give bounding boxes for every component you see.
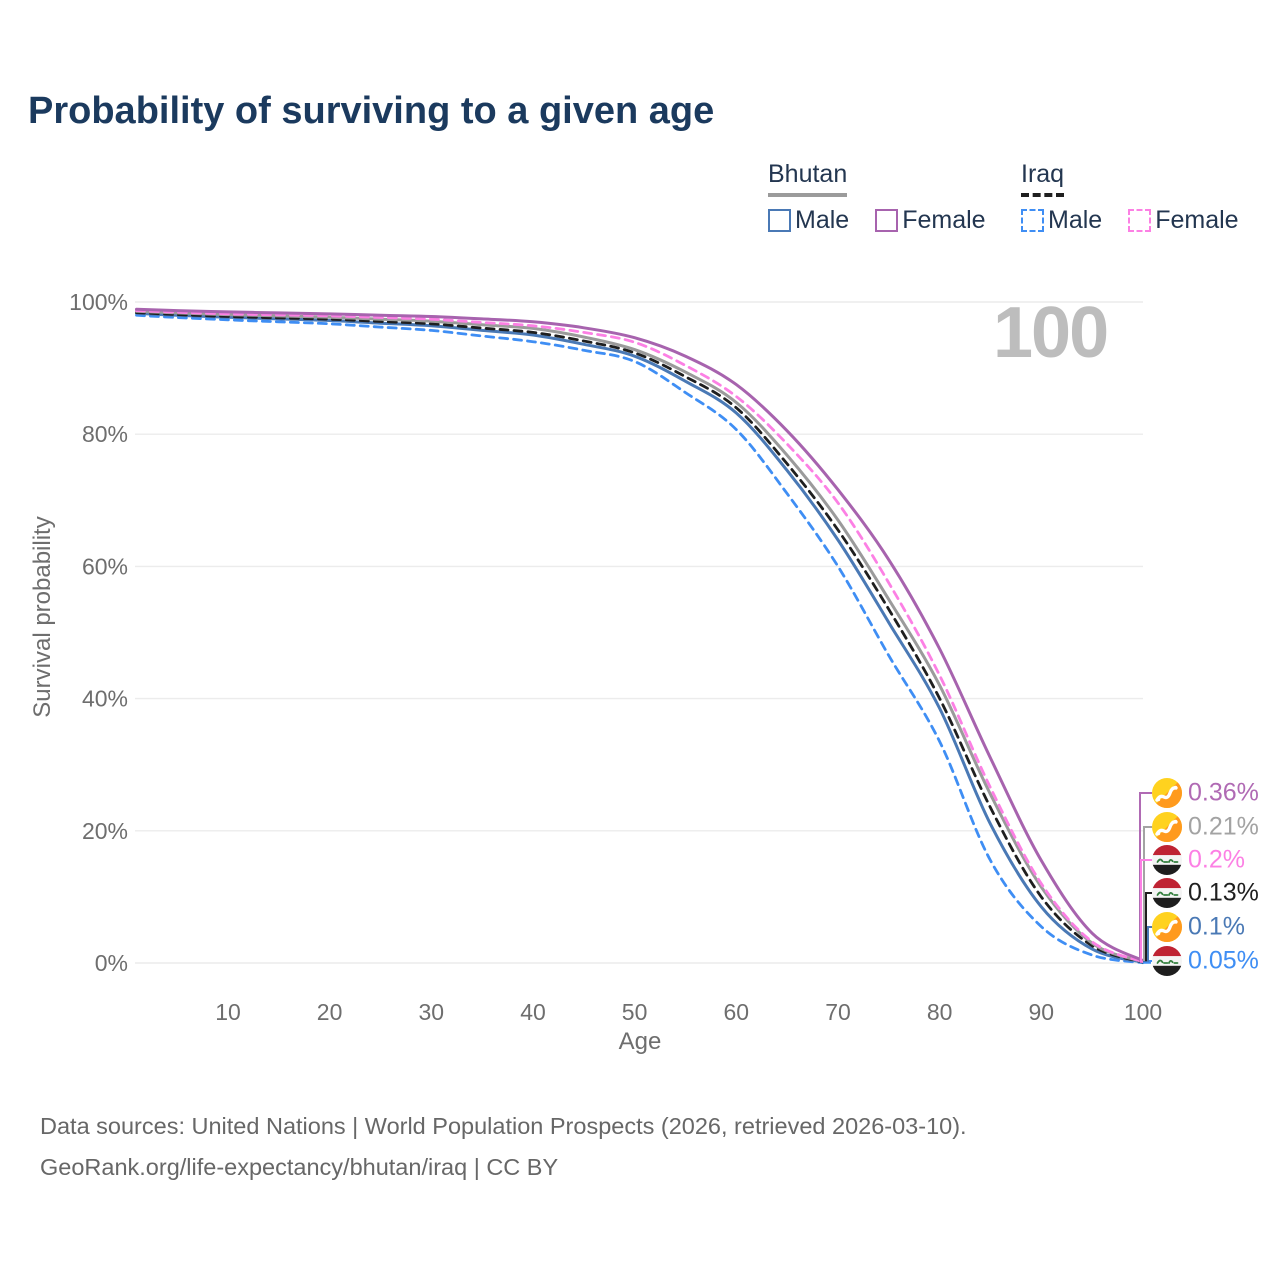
legend-swatch-bhutan-male[interactable] (768, 209, 791, 232)
curve-bhutan-female[interactable] (135, 307, 1145, 963)
legend-group-bhutan: Bhutan Male Female (768, 160, 1012, 235)
end-label-connector-iraq-male (1143, 960, 1152, 964)
x-tick-60: 60 (724, 999, 750, 1025)
curve-iraq-female[interactable] (135, 309, 1145, 964)
bhutan-flag-icon (1152, 812, 1182, 842)
x-tick-70: 70 (825, 999, 851, 1025)
curve-iraq[interactable] (135, 311, 1145, 964)
bhutan-flag-icon (1152, 912, 1182, 942)
end-label-value-bhutan: 0.21% (1188, 812, 1259, 841)
x-tick-20: 20 (317, 999, 343, 1025)
page-title: Probability of surviving to a given age (28, 90, 715, 132)
x-tick-80: 80 (927, 999, 953, 1025)
y-tick-100%: 100% (69, 289, 128, 315)
legend-swatch-iraq-male[interactable] (1021, 209, 1044, 232)
legend-label-bhutan-female[interactable]: Female (902, 206, 986, 234)
legend-iraq-title[interactable]: Iraq (1021, 160, 1065, 197)
legend-swatch-bhutan-female[interactable] (875, 209, 899, 232)
curve-iraq-male[interactable] (135, 313, 1145, 965)
legend-label-bhutan-male[interactable]: Male (795, 206, 850, 234)
iraq-flag-icon (1152, 878, 1182, 908)
end-label-value-iraq-female: 0.2% (1188, 845, 1245, 874)
x-axis-title: Age (619, 1028, 662, 1055)
legend-group-iraq: Iraq Male Female (1021, 160, 1265, 235)
footer-sources: Data sources: United Nations | World Pop… (40, 1113, 967, 1139)
bhutan-flag-icon (1152, 778, 1182, 808)
legend-label-iraq-female[interactable]: Female (1155, 206, 1239, 234)
y-tick-20%: 20% (82, 818, 128, 844)
x-tick-100: 100 (1124, 999, 1162, 1025)
x-tick-90: 90 (1029, 999, 1055, 1025)
y-tick-60%: 60% (82, 553, 128, 579)
x-tick-50: 50 (622, 999, 648, 1025)
age-watermark: 100 (993, 293, 1109, 373)
end-label-value-iraq-male: 0.05% (1188, 946, 1259, 975)
curve-bhutan-male[interactable] (135, 311, 1145, 964)
end-label-value-bhutan-female: 0.36% (1188, 778, 1259, 807)
legend-label-iraq-male[interactable]: Male (1048, 206, 1103, 234)
footer-url[interactable]: GeoRank.org/life-expectancy/bhutan/iraq … (40, 1154, 559, 1180)
curve-bhutan[interactable] (135, 309, 1145, 964)
y-tick-80%: 80% (82, 421, 128, 447)
y-tick-40%: 40% (82, 686, 128, 712)
end-label-value-iraq: 0.13% (1188, 878, 1259, 907)
x-tick-40: 40 (520, 999, 546, 1025)
x-tick-30: 30 (419, 999, 445, 1025)
end-label-connector-iraq-female (1140, 859, 1152, 963)
legend-swatch-iraq-female[interactable] (1128, 209, 1152, 232)
footer: Data sources: United Nations | World Pop… (40, 1106, 967, 1188)
iraq-flag-icon (1152, 845, 1182, 875)
iraq-flag-icon (1152, 946, 1182, 976)
y-tick-0%: 0% (95, 950, 128, 976)
end-label-value-bhutan-male: 0.1% (1188, 912, 1245, 941)
x-tick-10: 10 (215, 999, 241, 1025)
legend-bhutan-title[interactable]: Bhutan (768, 160, 848, 197)
